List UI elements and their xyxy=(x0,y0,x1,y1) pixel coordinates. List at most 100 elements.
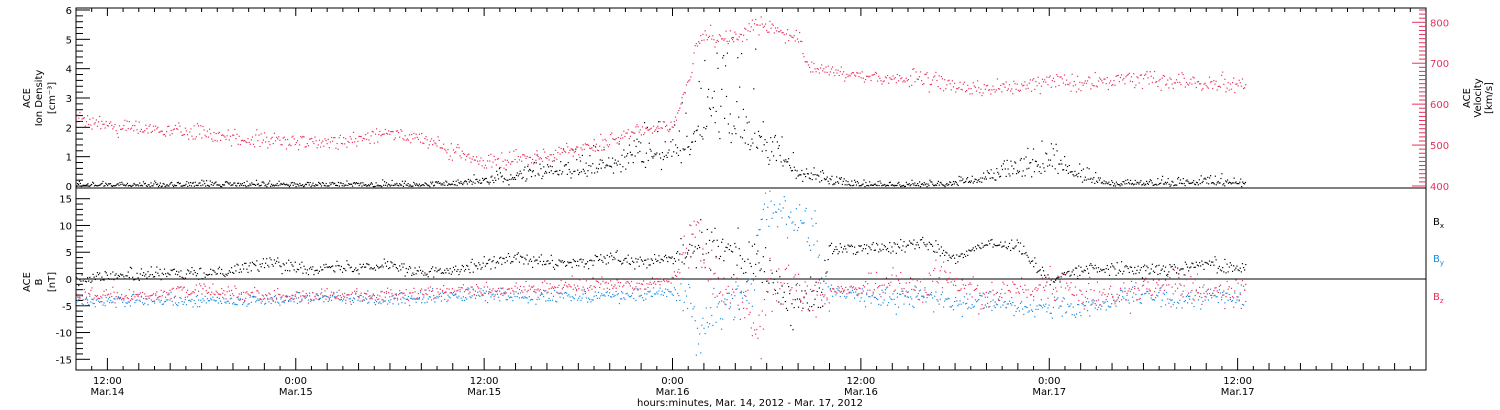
velocity-point xyxy=(335,147,337,149)
density-point xyxy=(702,138,704,140)
bx-point xyxy=(814,298,816,300)
density-point xyxy=(1112,185,1115,187)
bx-point xyxy=(828,245,830,247)
by-point xyxy=(402,292,404,295)
density-point xyxy=(1055,143,1057,145)
density-point xyxy=(196,184,198,187)
by-point xyxy=(667,288,669,291)
density-point xyxy=(101,182,103,185)
density-point xyxy=(704,59,706,62)
velocity-point xyxy=(1151,81,1153,83)
bx-point xyxy=(632,260,634,262)
density-point xyxy=(595,167,598,169)
velocity-point xyxy=(688,80,690,82)
density-point xyxy=(297,184,299,186)
bx-point xyxy=(246,268,248,270)
density-point xyxy=(1125,179,1127,182)
density-point xyxy=(199,182,201,184)
density-point xyxy=(953,183,956,185)
by-point xyxy=(144,302,146,304)
bx-point xyxy=(400,269,402,271)
density-point xyxy=(346,180,348,182)
velocity-point xyxy=(214,139,216,142)
by-point xyxy=(595,294,597,297)
velocity-point xyxy=(573,151,575,153)
density-point xyxy=(141,185,144,187)
density-point xyxy=(981,181,983,183)
by-point xyxy=(304,297,306,299)
by-point xyxy=(1073,314,1075,316)
by-point xyxy=(1205,296,1207,298)
density-point xyxy=(1174,184,1176,186)
bx-point xyxy=(480,268,482,270)
density-point xyxy=(1046,153,1048,155)
bx-point xyxy=(169,274,171,276)
by-point xyxy=(1111,293,1113,295)
bx-point xyxy=(933,250,935,253)
velocity-point xyxy=(470,161,472,163)
bx-point xyxy=(699,246,701,249)
by-point xyxy=(795,208,797,210)
by-point xyxy=(923,295,925,297)
bx-point xyxy=(455,265,457,267)
velocity-point xyxy=(563,150,566,152)
bx-point xyxy=(312,266,314,268)
bx-point xyxy=(858,245,860,247)
velocity-point xyxy=(696,45,699,47)
density-point xyxy=(368,185,371,187)
velocity-point xyxy=(411,133,413,136)
density-point xyxy=(432,181,434,183)
bz-point xyxy=(197,290,200,292)
velocity-point xyxy=(808,66,811,69)
by-point xyxy=(627,294,629,296)
by-point xyxy=(348,298,350,300)
velocity-point xyxy=(529,156,532,159)
density-point xyxy=(1094,182,1096,185)
by-point xyxy=(352,301,355,303)
velocity-point xyxy=(1238,79,1240,81)
bx-point xyxy=(183,278,185,280)
density-point xyxy=(304,183,307,185)
velocity-point xyxy=(532,158,534,161)
by-point xyxy=(330,299,333,301)
density-point xyxy=(239,183,242,185)
density-point xyxy=(998,173,1000,175)
density-point xyxy=(1161,175,1164,177)
density-point xyxy=(319,183,322,185)
bx-point xyxy=(159,268,161,271)
density-point xyxy=(262,181,264,183)
bz-point xyxy=(303,295,305,298)
bx-point xyxy=(359,263,361,265)
density-point xyxy=(137,184,139,186)
density-point xyxy=(639,150,641,153)
bx-point xyxy=(918,247,921,249)
velocity-point xyxy=(337,148,339,150)
bx-point xyxy=(833,250,835,253)
velocity-point xyxy=(125,129,127,132)
by-point xyxy=(468,288,470,290)
velocity-point xyxy=(896,73,899,76)
velocity-point xyxy=(1022,85,1024,87)
by-point xyxy=(837,289,839,291)
velocity-point xyxy=(262,139,265,141)
density-point xyxy=(640,142,642,144)
velocity-point xyxy=(667,129,669,131)
velocity-point xyxy=(328,146,330,149)
density-point xyxy=(409,184,411,186)
bx-point xyxy=(942,249,945,252)
density-point xyxy=(92,181,94,183)
by-point xyxy=(717,303,719,305)
velocity-point xyxy=(391,130,393,133)
by-point xyxy=(1004,292,1006,294)
density-point xyxy=(252,183,254,185)
by-point xyxy=(839,296,841,298)
velocity-point xyxy=(937,86,939,88)
by-point xyxy=(852,291,855,293)
by-point xyxy=(92,302,94,304)
by-point xyxy=(1130,288,1133,290)
by-point xyxy=(680,283,682,285)
velocity-point xyxy=(373,142,375,144)
density-point xyxy=(1196,182,1199,184)
by-point xyxy=(805,207,807,210)
velocity-point xyxy=(1182,73,1184,76)
